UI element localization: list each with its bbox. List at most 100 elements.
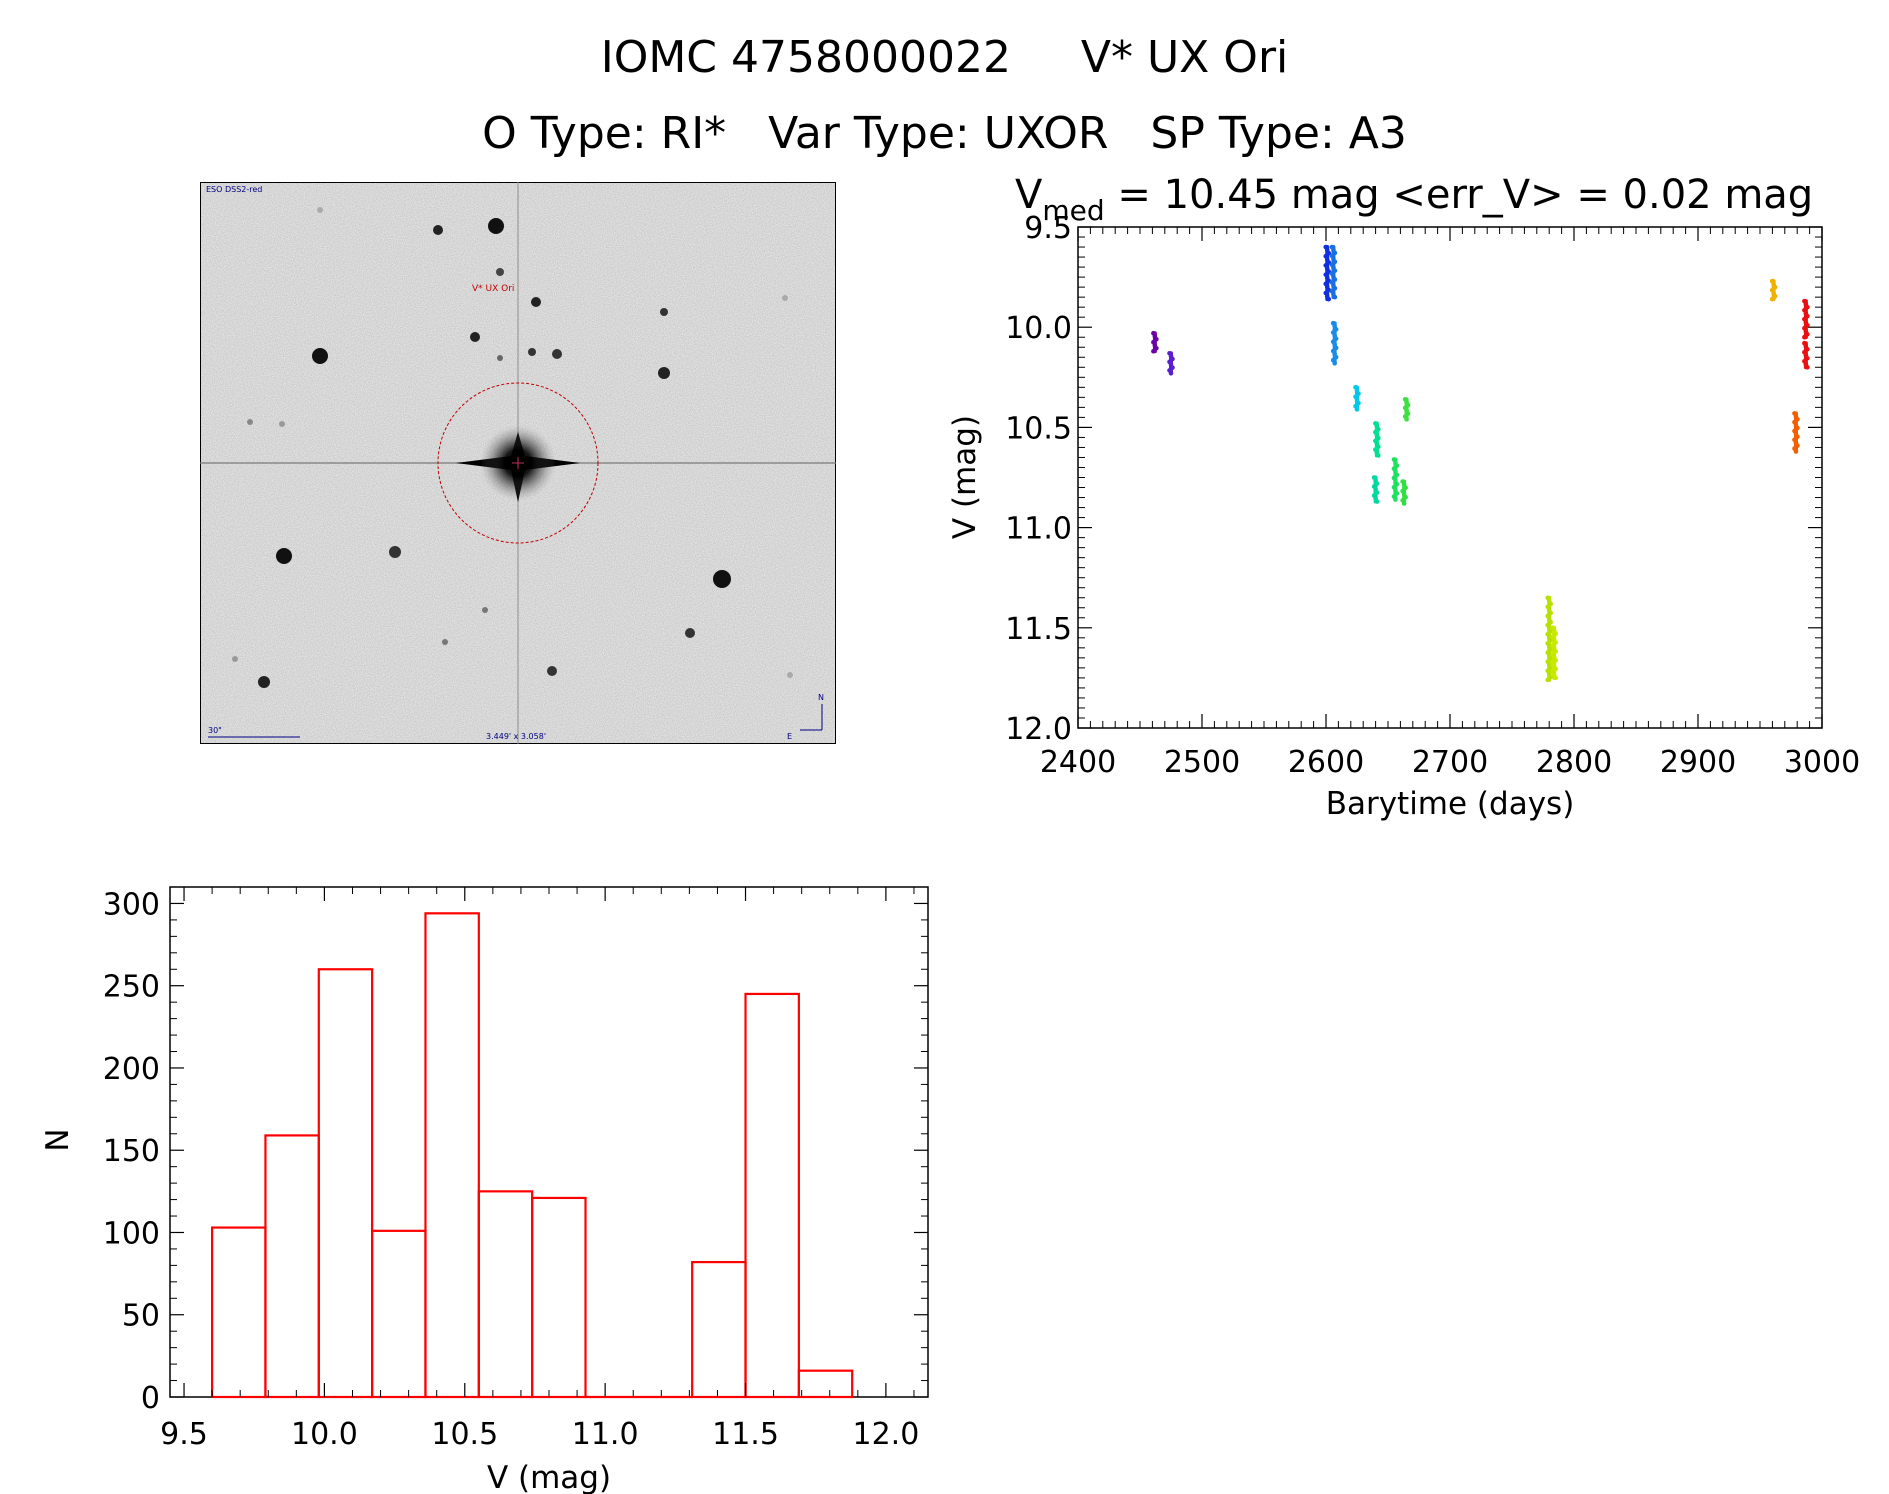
lc-data-point [1394,491,1400,496]
finder-survey-label: ESO DSS2-red [206,185,262,194]
figure-subtitle: O Type: RI* Var Type: UXOR SP Type: A3 [482,108,1407,159]
lc-data-point [1333,345,1339,351]
lc-data-point [1805,304,1810,310]
lc-data-point [1394,463,1400,468]
hist-xtick-label: 9.5 [160,1417,208,1452]
finder-north-label: N [818,693,824,702]
light-curve-chart: Vmed = 10.45 mag <err_V> = 0.02 mag 2400… [947,172,1860,822]
lc-data-point [1326,296,1332,302]
lc-data-point [1548,665,1553,671]
lc-data-point [1548,656,1553,661]
histogram-bar [317,968,374,1399]
lc-data-point [1772,284,1778,290]
lc-data-point [1553,657,1558,663]
figure-title: IOMC 4758000022 V* UX Ori [600,32,1289,83]
histogram-bar [424,912,480,1399]
lc-xtick-label: 2700 [1412,745,1488,780]
hist-xtick-label: 12.0 [852,1417,919,1452]
lc-data-point [1168,370,1174,376]
lc-data-point [1154,336,1159,342]
lc-data-point [1332,360,1337,366]
lc-data-point [1376,426,1381,432]
lc-data-point [1553,675,1558,681]
lc-ytick-label: 11.5 [1005,612,1072,647]
histogram-bar [691,1260,747,1399]
lc-data-point [1326,250,1332,256]
field-stars [232,207,793,688]
histogram-bar [797,1369,854,1399]
lc-ytick-label: 12.0 [1005,712,1072,747]
lc-data-point [1548,628,1553,634]
lc-data-point [1394,472,1400,478]
hist-xtick-label: 11.0 [572,1417,639,1452]
lc-data-point [1170,356,1175,362]
lc-data-point [1374,481,1380,486]
histogram-bar [477,1190,534,1399]
lc-data-point [1394,481,1400,487]
light-curve-title-rest: = 10.45 mag <err_V> = 0.02 mag [1105,172,1814,218]
lc-ytick-label: 9.5 [1024,211,1072,246]
lc-data-point [1548,610,1553,616]
hist-ytick-label: 200 [103,1052,160,1087]
lc-data-point [1332,268,1338,273]
hist-ytick-label: 100 [103,1216,160,1251]
lc-ytick-label: 11.0 [1005,512,1072,547]
lc-xtick-label: 2900 [1660,745,1736,780]
lc-data-point [1374,490,1380,495]
lc-data-point [1548,674,1553,680]
lc-xtick-label: 2800 [1536,745,1612,780]
lc-data-point [1553,666,1558,672]
histogram-bar [744,992,800,1399]
light-curve-title-main: V [1015,172,1043,218]
lc-data-point [1376,444,1381,450]
lc-xtick-label: 2400 [1040,745,1116,780]
lc-data-point [1333,354,1339,360]
lc-data-point [1805,346,1810,352]
histogram-bar [264,1134,320,1399]
lc-data-point [1170,365,1175,370]
lc-data-point [1332,294,1338,300]
histogram-bar [211,1226,267,1399]
finder-scale-label: 30" [208,726,222,735]
lc-data-point [1333,327,1339,332]
lc-data-point [1545,677,1550,683]
lc-data-point [1553,640,1558,645]
lc-data-point [1548,647,1553,652]
lc-data-point [1376,435,1381,441]
lc-ytick-label: 10.5 [1005,411,1072,446]
lc-xtick-label: 3000 [1784,745,1860,780]
lc-ytick-label: 10.0 [1005,311,1072,346]
histogram-bar [531,1196,587,1399]
light-curve-title: Vmed = 10.45 mag <err_V> = 0.02 mag [1015,172,1813,227]
lc-data-point [1403,485,1408,491]
finder-target-label: V* UX Ori [472,284,514,294]
lc-data-point [1548,638,1553,643]
finder-chart-image: ESO DSS2-red V* UX Ori 30" 3.449' x 3.05… [200,182,836,744]
lc-data-point [1772,293,1778,299]
lc-data-point [1795,416,1800,422]
hist-ytick-label: 250 [103,970,160,1005]
lc-data-point [1332,259,1338,265]
lc-data-point [1805,331,1810,337]
lc-xtick-label: 2600 [1288,745,1364,780]
lc-data-point [1333,336,1339,341]
lc-data-point [1548,601,1553,607]
lc-data-point [1151,348,1156,354]
hist-ytick-label: 150 [103,1134,160,1169]
lc-data-point [1401,501,1407,506]
lc-data-point [1793,449,1799,454]
lc-data-point [1553,649,1558,654]
histogram-xlabel: V (mag) [487,1460,611,1494]
lc-xtick-label: 2500 [1164,745,1240,780]
lc-data-point [1553,631,1558,636]
lc-data-point [1326,260,1332,265]
lc-data-point [1393,497,1398,502]
lc-data-point [1332,277,1338,282]
lc-data-point [1805,364,1810,370]
lc-data-point [1374,499,1380,504]
lc-data-point [1354,407,1360,412]
target-circle [437,382,599,544]
light-curve-ylabel: V (mag) [947,415,983,539]
hist-ytick-label: 50 [122,1299,160,1334]
